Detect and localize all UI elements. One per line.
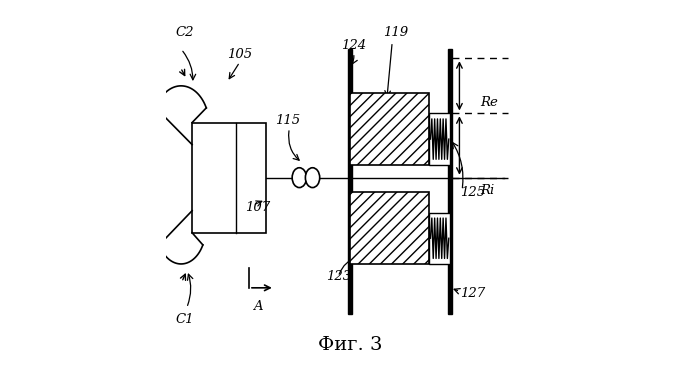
Bar — [348, 49, 352, 313]
Text: C2: C2 — [176, 26, 194, 39]
Text: 119: 119 — [383, 26, 408, 39]
Bar — [448, 49, 452, 313]
Bar — [350, 93, 429, 165]
Text: 123: 123 — [326, 270, 351, 283]
Text: 115: 115 — [274, 114, 300, 127]
Bar — [429, 212, 450, 264]
Text: Re: Re — [480, 96, 498, 109]
Text: 124: 124 — [341, 39, 366, 52]
Ellipse shape — [305, 168, 320, 188]
Text: 107: 107 — [245, 201, 270, 214]
Bar — [429, 113, 450, 165]
Text: 125: 125 — [460, 186, 485, 199]
Ellipse shape — [292, 168, 307, 188]
Text: C1: C1 — [176, 313, 194, 326]
Text: Ri: Ri — [480, 184, 495, 197]
Text: 127: 127 — [460, 287, 485, 300]
Text: Фиг. 3: Фиг. 3 — [318, 336, 382, 354]
Bar — [192, 122, 265, 233]
Text: 105: 105 — [227, 48, 252, 61]
Bar — [350, 192, 429, 264]
Text: A: A — [253, 300, 262, 313]
